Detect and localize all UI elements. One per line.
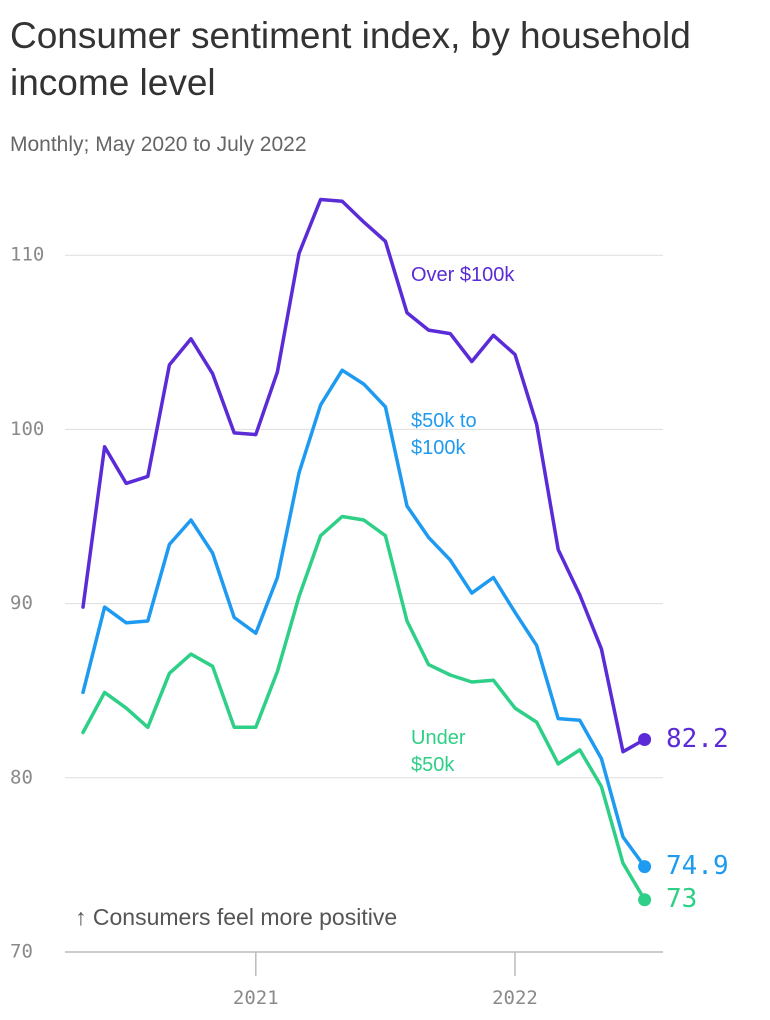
chart-title: Consumer sentiment index, by household i… xyxy=(10,15,691,103)
gridlines xyxy=(65,254,663,953)
end-value-label-over-100k: 82.2 xyxy=(666,724,729,754)
direction-annotation: ↑ Consumers feel more positive xyxy=(75,904,397,930)
end-point-over-100k xyxy=(638,732,652,746)
y-tick-label: 70 xyxy=(10,941,33,963)
chart-subtitle: Monthly; May 2020 to July 2022 xyxy=(10,133,307,156)
series-line-under-50k xyxy=(81,514,647,902)
end-value-label-under-50k: 73 xyxy=(666,884,697,914)
y-tick-label: 90 xyxy=(10,592,33,614)
series-label-over-100k: Over $100k xyxy=(411,264,515,286)
end-value-label-50k-to-100k: 74.9 xyxy=(666,851,729,881)
series-label-50k-to-100k: $50k to $100k xyxy=(411,410,477,459)
y-tick-label: 100 xyxy=(10,418,44,440)
y-axis-ticks: 70 80 90 100 110 xyxy=(10,244,44,963)
end-point-under-50k xyxy=(638,893,652,907)
series-lines xyxy=(81,197,652,907)
x-tick-label: 2021 xyxy=(233,987,279,1009)
end-point-50k-to-100k xyxy=(638,860,652,874)
y-tick-label: 80 xyxy=(10,766,33,788)
series-line-over-100k xyxy=(81,197,647,754)
series-line-50k-to-100k xyxy=(81,368,647,869)
x-axis-ticks: 2021 2022 xyxy=(233,952,538,1009)
series-label-under-50k: Under $50k xyxy=(411,727,466,776)
series-labels: Over $100k 82.2 $50k to $100k 74.9 Under $50k 7… xyxy=(411,264,729,914)
x-tick-label: 2022 xyxy=(492,987,538,1009)
y-tick-label: 110 xyxy=(10,244,44,266)
